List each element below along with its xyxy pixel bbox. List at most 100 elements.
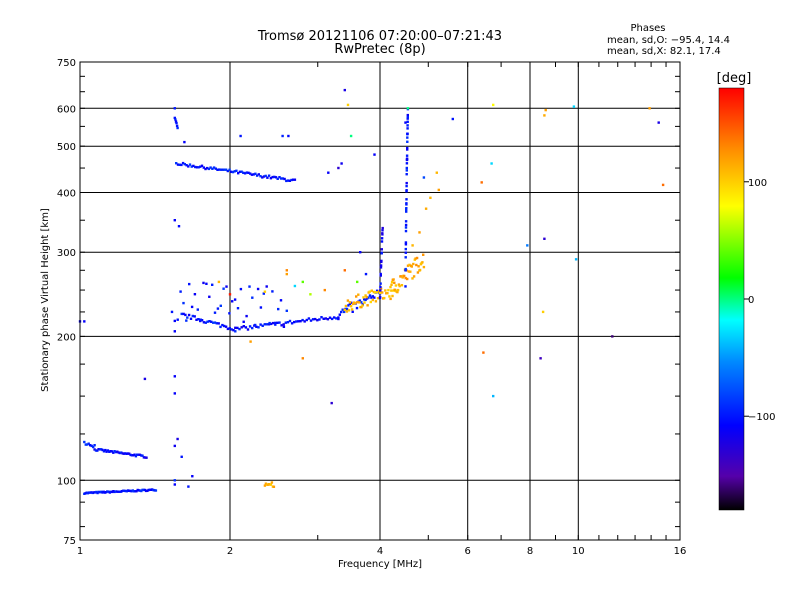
echo-point	[118, 451, 122, 455]
echo-point	[285, 179, 288, 183]
x-tick-label: 2	[227, 546, 233, 557]
echo-point	[112, 490, 115, 493]
x-axis-label: Frequency [MHz]	[338, 559, 422, 570]
echo-point	[223, 168, 226, 171]
echo-point	[381, 226, 384, 230]
echo-point	[137, 453, 140, 456]
echo-point	[403, 274, 406, 278]
echo-point	[173, 392, 176, 395]
echo-point	[248, 285, 251, 288]
echo-point	[273, 175, 276, 179]
echo-point	[330, 317, 334, 321]
echo-point	[541, 310, 545, 314]
echo-point	[206, 320, 209, 323]
echo-point	[429, 196, 432, 199]
echo-point	[213, 311, 217, 314]
echo-point	[200, 319, 204, 322]
echo-point	[173, 375, 176, 378]
echo-point	[406, 264, 410, 267]
echo-point	[405, 162, 409, 165]
echo-point	[182, 301, 185, 305]
echo-point	[212, 321, 215, 324]
echo-point	[187, 165, 190, 168]
echo-point	[174, 120, 178, 123]
echo-point	[219, 304, 222, 307]
echo-point	[309, 319, 313, 322]
echo-point	[346, 103, 350, 107]
echo-point	[397, 283, 401, 286]
echo-point	[405, 198, 408, 201]
echo-point	[210, 320, 213, 323]
echo-point	[293, 178, 297, 181]
echo-point	[194, 165, 197, 169]
echo-point	[379, 287, 383, 290]
echo-point	[214, 167, 217, 170]
echo-point	[234, 326, 237, 329]
echo-point	[404, 223, 408, 227]
echo-point	[89, 444, 92, 447]
echo-point	[437, 188, 440, 192]
echo-point	[379, 264, 383, 267]
echo-point	[278, 321, 281, 324]
echo-point	[222, 287, 225, 290]
echo-point	[369, 300, 372, 304]
echo-point	[365, 297, 369, 300]
echo-point	[106, 449, 110, 452]
echo-point	[412, 275, 416, 278]
y-tick-label: 75	[63, 536, 76, 547]
echo-point	[266, 176, 269, 179]
echo-point	[364, 272, 368, 276]
echo-point	[364, 298, 367, 302]
echo-point	[360, 305, 363, 309]
echo-point	[390, 280, 394, 284]
echo-point	[202, 166, 205, 169]
echo-point	[125, 452, 128, 455]
echo-point	[178, 163, 181, 166]
echo-point	[133, 453, 136, 456]
echo-point	[330, 401, 333, 405]
echo-point	[217, 322, 220, 325]
echo-point	[404, 226, 408, 229]
x-axis-ticks: 1 2 4 6 8 10 16	[77, 62, 686, 557]
echo-point	[367, 296, 370, 299]
echo-point	[404, 229, 408, 233]
echo-point	[406, 132, 409, 135]
echo-point	[379, 266, 383, 269]
echo-point	[226, 327, 230, 331]
echo-point	[341, 308, 344, 311]
y-axis-ticks: 75 100 200 300 400 500 600 750	[57, 58, 680, 547]
echo-point	[311, 318, 315, 321]
y-tick-label: 750	[57, 58, 76, 69]
echo-point	[224, 168, 228, 171]
echo-point	[147, 488, 150, 492]
echo-point	[406, 146, 409, 150]
echo-point	[350, 301, 353, 304]
echo-point	[279, 299, 283, 302]
echo-point	[297, 320, 300, 323]
echo-point	[285, 309, 288, 312]
echo-point	[360, 301, 363, 304]
echo-point	[380, 240, 384, 243]
echo-point	[354, 302, 357, 305]
echo-point	[290, 178, 293, 182]
echo-point	[212, 166, 216, 169]
echo-point	[138, 489, 142, 492]
echo-point	[195, 318, 198, 321]
echo-point	[320, 316, 323, 319]
echo-point	[142, 456, 146, 459]
echo-point	[231, 300, 234, 303]
echo-point	[202, 281, 205, 285]
echo-point	[301, 280, 304, 284]
echo-point	[404, 247, 407, 251]
echo-point	[188, 282, 191, 286]
echo-point	[492, 103, 495, 107]
echo-point	[350, 308, 354, 311]
echo-point	[285, 269, 288, 272]
echo-point	[83, 440, 86, 444]
echo-point	[343, 308, 346, 312]
echo-point	[225, 285, 228, 288]
echo-point	[358, 299, 362, 302]
echo-point	[272, 321, 275, 325]
echo-point	[173, 116, 176, 120]
x-tick-label: 6	[465, 546, 471, 557]
